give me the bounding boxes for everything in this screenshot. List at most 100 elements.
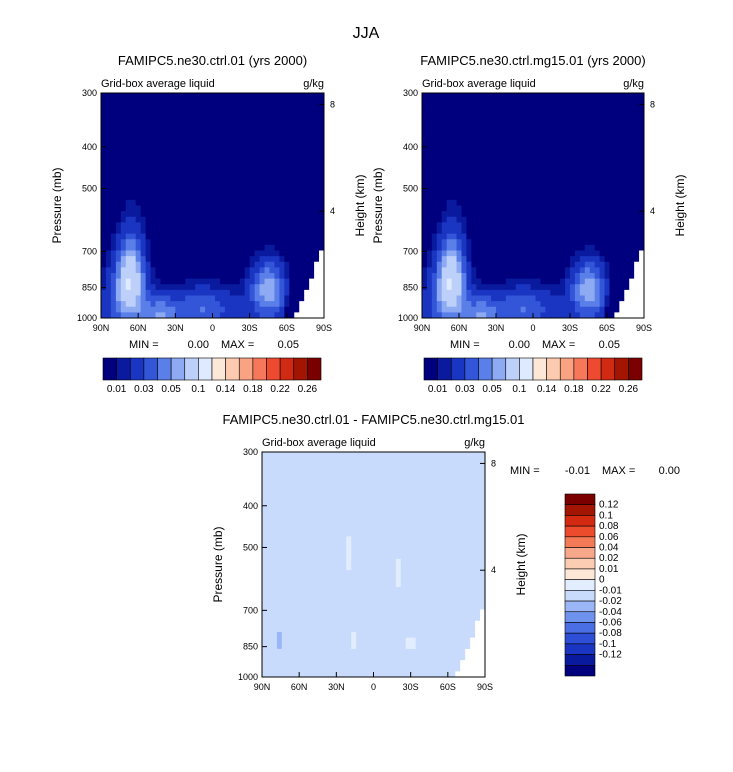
field-cell: [476, 244, 482, 252]
field-cell: [550, 289, 556, 297]
field-cell: [599, 273, 606, 280]
field-cell: [422, 239, 428, 246]
field-cell: [244, 222, 251, 229]
field-cell: [486, 171, 492, 178]
field-cell: [466, 222, 472, 229]
field-cell: [214, 171, 221, 178]
field-cell: [461, 154, 467, 162]
field-cell: [555, 194, 561, 201]
field-cell: [525, 295, 532, 302]
field-cell: [496, 183, 502, 190]
field-cell: [210, 216, 216, 223]
field-cell: [422, 205, 428, 212]
field-cell: [314, 171, 320, 178]
field-cell: [436, 194, 443, 201]
field-cell: [410, 497, 417, 504]
field-cell: [395, 530, 402, 537]
field-cell: [284, 284, 290, 291]
field-cell: [314, 239, 320, 246]
field-cell: [311, 587, 318, 594]
field-cell: [224, 126, 231, 133]
field-cell: [165, 183, 171, 190]
field-cell: [450, 513, 456, 521]
field-cell: [314, 278, 320, 285]
field-cell: [284, 143, 290, 150]
field-cell: [140, 166, 147, 173]
field-cell: [115, 188, 122, 195]
field-cell: [614, 222, 620, 229]
field-cell: [599, 211, 606, 218]
field-cell: [175, 312, 181, 319]
field-cell: [180, 104, 186, 111]
field-cell: [584, 171, 591, 178]
field-cell: [165, 199, 171, 207]
field-cell: [371, 570, 377, 577]
field-cell: [314, 166, 320, 173]
field-cell: [224, 160, 231, 167]
field-cell: [505, 205, 512, 212]
field-cell: [461, 284, 467, 291]
field-cell: [299, 289, 305, 297]
field-cell: [205, 171, 211, 178]
field-cell: [629, 93, 635, 100]
field-cell: [431, 138, 438, 145]
field-cell: [205, 222, 211, 229]
field-cell: [361, 564, 367, 571]
colorbar-box: [211, 357, 226, 381]
field-cell: [520, 205, 527, 212]
field-cell: [274, 273, 280, 280]
field-cell: [234, 160, 241, 167]
field-cell: [550, 160, 556, 167]
field-cell: [500, 278, 507, 285]
field-cell: [294, 160, 300, 167]
field-cell: [140, 132, 147, 139]
field-cell: [515, 267, 522, 274]
field-cell: [219, 104, 226, 111]
field-cell: [405, 457, 412, 464]
field-cell: [356, 592, 362, 599]
field-cell: [336, 558, 342, 566]
field-cell: [609, 160, 615, 167]
field-cell: [456, 250, 462, 257]
field-cell: [316, 553, 322, 560]
field-cell: [456, 273, 462, 280]
field-cell: [286, 474, 293, 481]
field-cell: [190, 177, 196, 184]
colorbar-box: [143, 357, 158, 381]
field-cell: [629, 154, 635, 162]
field-cell: [289, 98, 295, 105]
field-cell: [505, 154, 512, 162]
field-cell: [150, 132, 157, 139]
field-cell: [234, 233, 241, 240]
field-cell: [510, 278, 517, 285]
field-cell: [371, 491, 377, 498]
field-cell: [269, 109, 275, 117]
field-cell: [550, 222, 556, 229]
field-cell: [361, 570, 367, 577]
field-cell: [140, 194, 147, 201]
field-cell: [560, 301, 566, 308]
y-tick-label: 700: [403, 246, 418, 256]
field-cell: [481, 194, 487, 201]
field-cell: [205, 109, 211, 117]
field-cell: [460, 542, 466, 549]
field-cell: [351, 452, 357, 459]
field-cell: [229, 250, 236, 257]
field-cell: [530, 121, 536, 128]
field-cell: [465, 457, 471, 464]
field-cell: [540, 222, 546, 229]
field-cell: [205, 149, 211, 156]
field-cell: [336, 530, 342, 537]
field-cell: [599, 295, 606, 302]
field-cell: [420, 452, 427, 459]
field-cell: [465, 553, 471, 560]
field-cell: [461, 205, 467, 212]
field-cell: [530, 250, 536, 257]
field-cell: [560, 98, 566, 105]
field-cell: [555, 312, 561, 319]
colorbar-label: 0.26: [619, 384, 639, 395]
field-cell: [599, 261, 606, 268]
field-cell: [619, 222, 625, 229]
field-cell: [570, 256, 576, 263]
field-cell: [170, 273, 176, 280]
